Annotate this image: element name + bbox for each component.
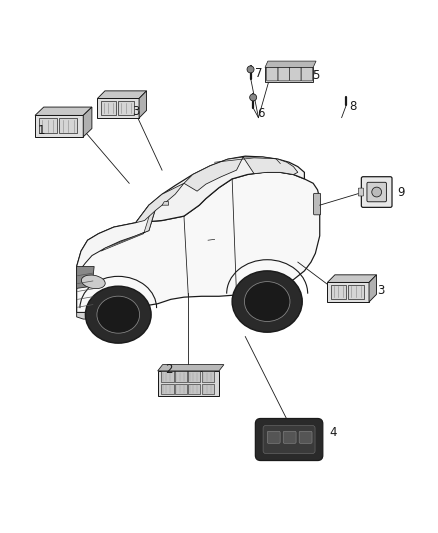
Polygon shape bbox=[175, 372, 187, 382]
Polygon shape bbox=[77, 201, 158, 275]
FancyBboxPatch shape bbox=[367, 182, 386, 202]
Polygon shape bbox=[202, 372, 214, 382]
Polygon shape bbox=[83, 107, 92, 137]
Polygon shape bbox=[136, 183, 184, 223]
Circle shape bbox=[250, 94, 257, 101]
Polygon shape bbox=[188, 372, 201, 382]
Polygon shape bbox=[39, 118, 57, 133]
Polygon shape bbox=[175, 384, 187, 394]
Text: 7: 7 bbox=[254, 67, 262, 80]
Polygon shape bbox=[77, 266, 94, 288]
Ellipse shape bbox=[85, 286, 151, 343]
Text: 2: 2 bbox=[165, 363, 173, 376]
Polygon shape bbox=[184, 157, 243, 191]
Polygon shape bbox=[101, 201, 158, 251]
Polygon shape bbox=[77, 310, 110, 319]
Polygon shape bbox=[97, 91, 147, 99]
Ellipse shape bbox=[244, 281, 290, 321]
Polygon shape bbox=[118, 101, 134, 115]
Polygon shape bbox=[188, 384, 201, 394]
Text: 5: 5 bbox=[312, 69, 319, 83]
FancyBboxPatch shape bbox=[290, 68, 301, 81]
FancyBboxPatch shape bbox=[299, 431, 312, 443]
FancyBboxPatch shape bbox=[263, 425, 315, 454]
Polygon shape bbox=[59, 118, 77, 133]
FancyBboxPatch shape bbox=[361, 177, 392, 207]
Polygon shape bbox=[265, 61, 316, 67]
FancyBboxPatch shape bbox=[267, 431, 280, 443]
Polygon shape bbox=[101, 101, 116, 115]
Polygon shape bbox=[328, 282, 369, 302]
Text: 3: 3 bbox=[132, 104, 139, 117]
Polygon shape bbox=[136, 156, 304, 223]
Text: 8: 8 bbox=[349, 100, 356, 113]
FancyBboxPatch shape bbox=[301, 68, 313, 81]
Ellipse shape bbox=[232, 271, 302, 332]
Ellipse shape bbox=[81, 275, 105, 289]
Ellipse shape bbox=[97, 296, 140, 333]
Polygon shape bbox=[139, 91, 147, 118]
Text: 6: 6 bbox=[257, 107, 265, 120]
Polygon shape bbox=[35, 107, 92, 116]
FancyBboxPatch shape bbox=[255, 418, 323, 461]
Polygon shape bbox=[243, 157, 298, 174]
FancyBboxPatch shape bbox=[314, 193, 321, 215]
Polygon shape bbox=[158, 365, 224, 371]
FancyBboxPatch shape bbox=[283, 431, 296, 443]
Text: 3: 3 bbox=[378, 284, 385, 297]
FancyBboxPatch shape bbox=[358, 188, 364, 196]
Text: 1: 1 bbox=[38, 124, 46, 137]
Circle shape bbox=[372, 187, 381, 197]
Polygon shape bbox=[161, 372, 173, 382]
Polygon shape bbox=[161, 384, 173, 394]
Text: 4: 4 bbox=[329, 426, 337, 439]
FancyBboxPatch shape bbox=[278, 68, 290, 81]
FancyBboxPatch shape bbox=[266, 68, 278, 81]
Polygon shape bbox=[369, 275, 377, 302]
Polygon shape bbox=[77, 172, 320, 312]
Polygon shape bbox=[97, 99, 139, 118]
Polygon shape bbox=[158, 371, 219, 396]
Polygon shape bbox=[328, 275, 377, 282]
Polygon shape bbox=[35, 116, 83, 137]
Polygon shape bbox=[331, 285, 346, 298]
Polygon shape bbox=[162, 201, 169, 205]
Polygon shape bbox=[348, 285, 364, 298]
Polygon shape bbox=[202, 384, 214, 394]
Circle shape bbox=[247, 66, 254, 73]
Text: 9: 9 bbox=[397, 185, 405, 198]
Polygon shape bbox=[265, 67, 313, 82]
